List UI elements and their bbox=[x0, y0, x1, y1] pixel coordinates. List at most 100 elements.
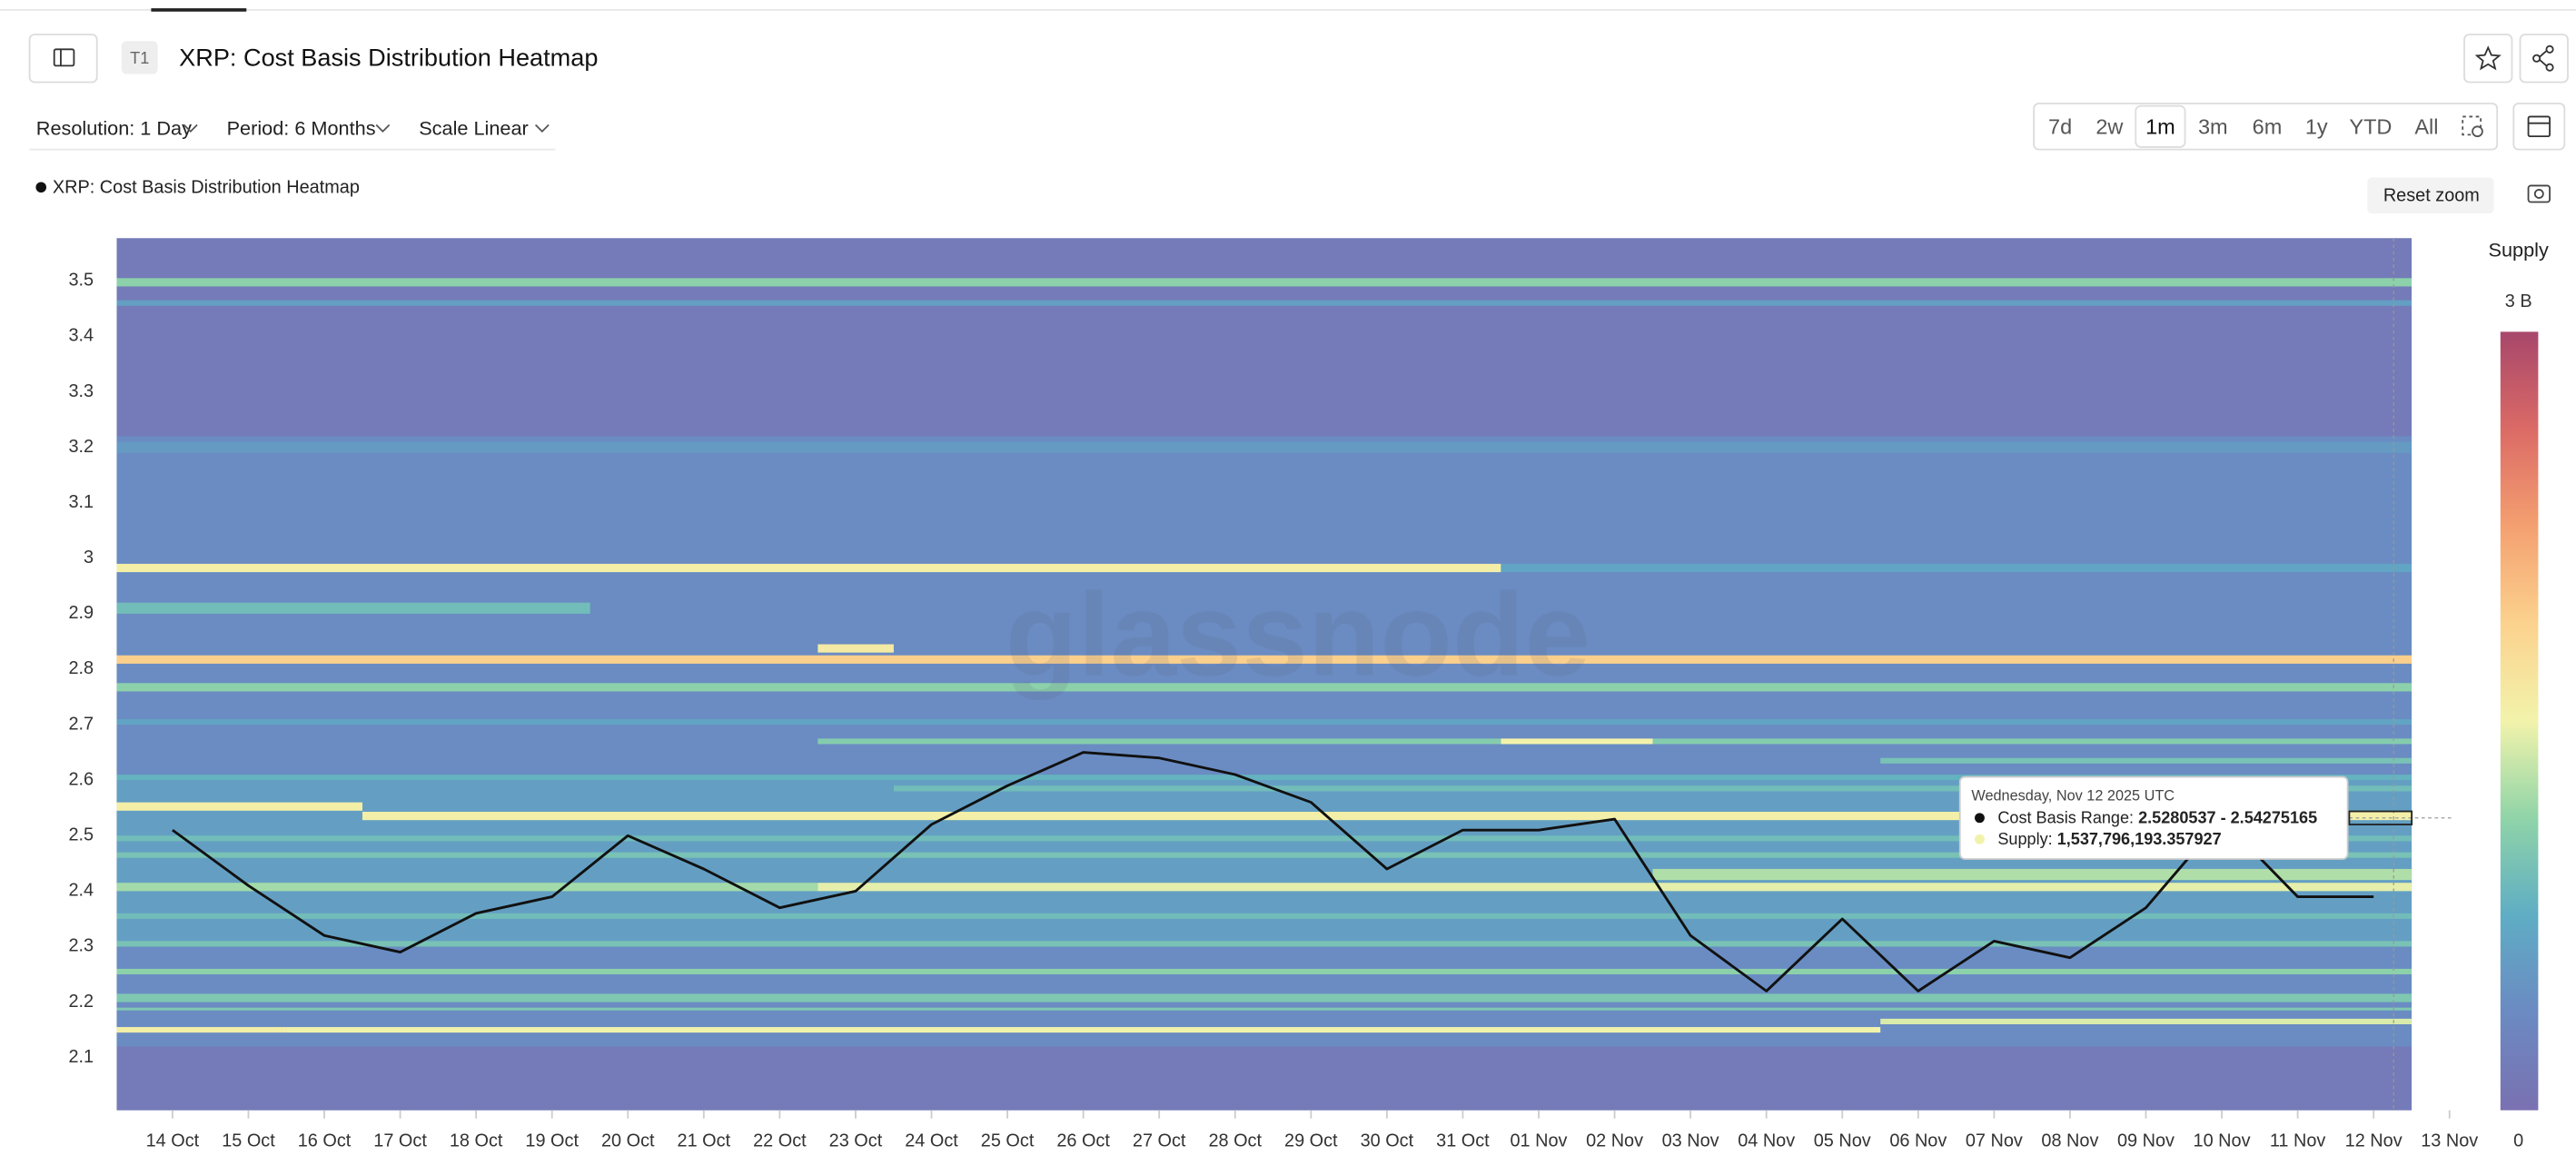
x-tick-label: 07 Nov bbox=[1966, 1131, 2023, 1150]
range-button[interactable]: 2w bbox=[2095, 114, 2124, 138]
tooltip-dot bbox=[1975, 813, 1985, 824]
x-tick-label: 18 Oct bbox=[450, 1131, 503, 1150]
heatmap bbox=[116, 238, 2413, 1111]
y-tick-label: 2.6 bbox=[68, 769, 94, 789]
heat-band bbox=[286, 1027, 1881, 1033]
heat-band bbox=[1501, 738, 1653, 745]
x-tick-label: 06 Nov bbox=[1889, 1131, 1947, 1150]
x-tick-label: 11 Nov bbox=[2270, 1131, 2326, 1150]
heat-band bbox=[1652, 738, 2413, 745]
heat-band bbox=[116, 602, 590, 614]
heat-band bbox=[1880, 757, 2413, 764]
x-tick-label: 24 Oct bbox=[905, 1131, 958, 1150]
legend-label: XRP: Cost Basis Distribution Heatmap bbox=[53, 177, 360, 197]
x-tick-label: 12 Nov bbox=[2345, 1131, 2403, 1150]
range-button[interactable]: All bbox=[2414, 114, 2438, 138]
y-tick-label: 3.3 bbox=[68, 381, 94, 401]
y-tick-label: 3 bbox=[84, 548, 94, 568]
heat-band bbox=[893, 785, 2413, 792]
chevron bbox=[534, 123, 550, 133]
heat-band bbox=[116, 563, 1501, 573]
camera-icon[interactable] bbox=[2527, 184, 2551, 203]
heat-band bbox=[116, 718, 2413, 726]
heat-band bbox=[1501, 563, 2413, 573]
selected-cell bbox=[2348, 810, 2413, 825]
watermark: glassnode bbox=[1006, 568, 1590, 700]
tooltip-supply: 1,537,796,193.357927 bbox=[2057, 830, 2222, 848]
range-button[interactable]: 6m bbox=[2253, 114, 2283, 138]
heat-band bbox=[116, 852, 2413, 858]
svg-text:Cost Basis Range: 2.5280537 -: Cost Basis Range: 2.5280537 - 2.54275165 bbox=[1997, 808, 2317, 826]
range-button[interactable]: 1y bbox=[2305, 114, 2328, 138]
x-tick-label: 25 Oct bbox=[981, 1131, 1035, 1150]
x-tick-label: 27 Oct bbox=[1133, 1131, 1186, 1150]
colorbar-title: Supply bbox=[2489, 238, 2549, 261]
colorbar-tick-label: 0 bbox=[2513, 1131, 2523, 1150]
share-button[interactable] bbox=[2519, 34, 2569, 84]
x-tick-label: 17 Oct bbox=[373, 1131, 427, 1150]
x-tick-label: 19 Oct bbox=[525, 1131, 579, 1150]
tooltip-dot bbox=[1975, 834, 1985, 844]
heat-band bbox=[817, 644, 894, 653]
x-tick-label: 13 Nov bbox=[2421, 1131, 2478, 1150]
heat-band bbox=[116, 655, 2413, 664]
chevron bbox=[183, 123, 198, 133]
svg-text:Supply: 1,537,796,193.357927: Supply: 1,537,796,193.357927 bbox=[1997, 830, 2221, 848]
reset-zoom-label: Reset zoom bbox=[2383, 185, 2480, 205]
sidebar-toggle[interactable] bbox=[28, 34, 98, 84]
heat-band bbox=[116, 775, 2413, 781]
x-tick-label: 02 Nov bbox=[1586, 1131, 1643, 1150]
x-tick-label: 01 Nov bbox=[1511, 1131, 1568, 1150]
y-tick-label: 2.1 bbox=[68, 1047, 94, 1067]
reset-zoom-button[interactable]: Reset zoom bbox=[2367, 177, 2494, 214]
range-button[interactable]: YTD bbox=[2349, 114, 2392, 138]
colorbar-ticks: 0 3 B bbox=[2505, 291, 2532, 1150]
x-tick-label: 29 Oct bbox=[1284, 1131, 1338, 1150]
x-tick-label: 26 Oct bbox=[1056, 1131, 1110, 1150]
heat-band bbox=[817, 883, 2413, 892]
legend-dot bbox=[35, 182, 47, 193]
resolution-dropdown[interactable]: Resolution: 1 Day bbox=[36, 117, 192, 140]
x-tick-label: 21 Oct bbox=[678, 1131, 731, 1150]
y-tick-label: 2.8 bbox=[68, 658, 94, 678]
y-tick-label: 2.4 bbox=[68, 881, 94, 901]
tooltip: Wednesday, Nov 12 2025 UTC Cost Basis Ra… bbox=[1958, 775, 2349, 860]
range-button[interactable]: 3m bbox=[2198, 114, 2228, 138]
heat-band bbox=[116, 441, 2413, 453]
zoom-select-icon[interactable] bbox=[2462, 115, 2483, 138]
heat-band bbox=[116, 300, 2413, 306]
price-line bbox=[172, 751, 2374, 992]
x-tick-label: 15 Oct bbox=[222, 1131, 275, 1150]
heat-band bbox=[817, 738, 1501, 745]
calendar-button[interactable] bbox=[2512, 103, 2566, 151]
price-line bbox=[172, 751, 2374, 992]
x-tick-label: 22 Oct bbox=[753, 1131, 807, 1150]
x-tick-label: 04 Nov bbox=[1738, 1131, 1795, 1150]
x-tick-label: 30 Oct bbox=[1361, 1131, 1414, 1150]
heat-band bbox=[116, 1007, 2413, 1011]
x-tick-label: 08 Nov bbox=[2041, 1131, 2098, 1150]
x-tick-label: 03 Nov bbox=[1662, 1131, 1719, 1150]
x-tick-label: 09 Nov bbox=[2117, 1131, 2175, 1150]
period-dropdown[interactable]: Period: 6 Months bbox=[227, 117, 376, 140]
badge-bg bbox=[121, 41, 158, 74]
heat-band bbox=[116, 835, 2413, 842]
star-button[interactable] bbox=[2463, 34, 2513, 84]
range-button[interactable]: 7d bbox=[2048, 114, 2072, 138]
range-buttons: 7d 2w 1m 3m 6m 1y YTD All bbox=[2048, 104, 2438, 148]
range-button[interactable]: 1m bbox=[2145, 114, 2175, 138]
heat-band bbox=[116, 968, 2413, 975]
heat-band bbox=[116, 683, 2413, 692]
heat-band bbox=[116, 278, 2413, 287]
x-tick-label: 28 Oct bbox=[1208, 1131, 1262, 1150]
x-tick-label: 14 Oct bbox=[146, 1131, 200, 1150]
y-tick-label: 3.5 bbox=[68, 271, 94, 291]
x-tick-label: 23 Oct bbox=[829, 1131, 883, 1150]
y-tick-label: 2.2 bbox=[68, 992, 94, 1012]
scale-dropdown[interactable]: Scale Linear bbox=[419, 117, 529, 140]
heat-band bbox=[362, 812, 2413, 821]
x-tick-label: 16 Oct bbox=[298, 1131, 352, 1150]
heat-band bbox=[116, 802, 362, 811]
